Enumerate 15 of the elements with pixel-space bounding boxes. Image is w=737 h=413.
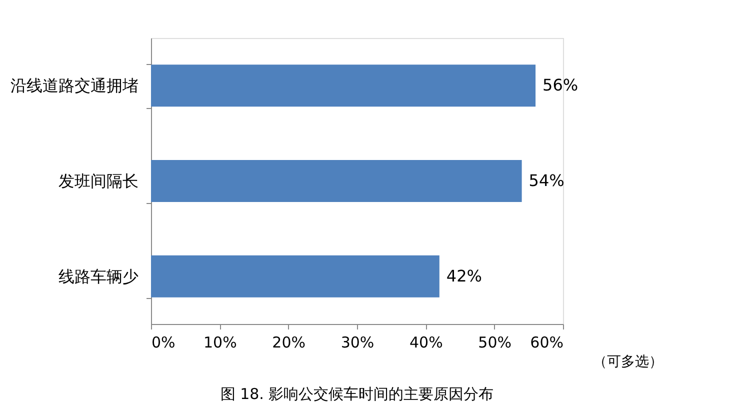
data-label: 42% [446, 266, 482, 286]
text: （可多选） [593, 354, 663, 370]
x-tick-label: 10% [203, 334, 237, 352]
x-tick-label: 50% [478, 334, 512, 352]
data-label: 56% [542, 76, 578, 95]
y-tick-label: 线路车辆少 [58, 266, 138, 286]
x-tick-label: 60% [530, 334, 564, 352]
y-tick-label: 沿线道路交通拥堵 [10, 76, 138, 96]
data-label: 54% [528, 171, 564, 190]
x-tick-label: 40% [409, 334, 443, 352]
text: 图 18. 影响公交候车时间的主要原因分布 [220, 385, 494, 403]
x-tick-label: 0% [152, 334, 176, 352]
x-tick-label: 20% [272, 334, 306, 352]
x-tick-label: 30% [340, 334, 374, 352]
y-tick-label: 发班间隔长 [58, 172, 138, 190]
